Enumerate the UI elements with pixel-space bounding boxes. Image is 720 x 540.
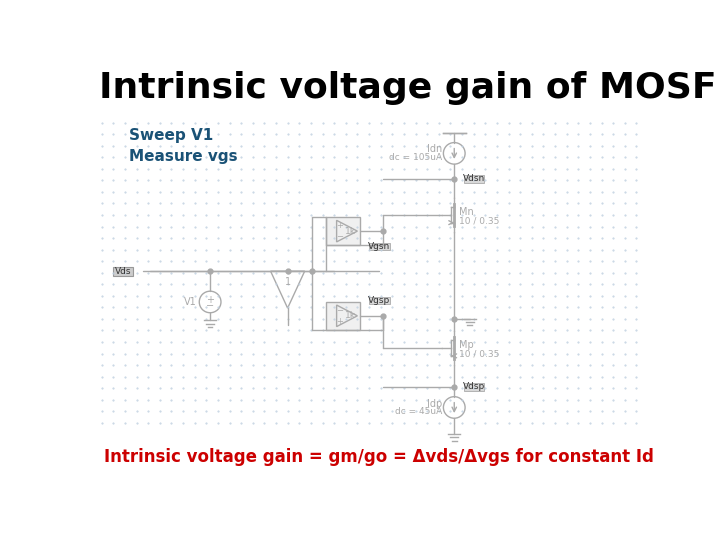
Bar bbox=[113, 267, 133, 276]
Bar bbox=[326, 217, 361, 245]
Text: −: − bbox=[336, 232, 343, 241]
Text: Sweep V1
Measure vgs: Sweep V1 Measure vgs bbox=[129, 128, 238, 164]
FancyBboxPatch shape bbox=[369, 296, 390, 304]
Text: 10 / 0.35: 10 / 0.35 bbox=[459, 217, 499, 226]
Text: Vgsp: Vgsp bbox=[368, 296, 390, 305]
Text: +: + bbox=[206, 295, 214, 305]
Text: Vds: Vds bbox=[115, 267, 132, 275]
FancyBboxPatch shape bbox=[464, 383, 485, 390]
FancyBboxPatch shape bbox=[464, 175, 485, 183]
Text: +: + bbox=[336, 221, 343, 230]
Bar bbox=[326, 302, 361, 330]
Text: Mp: Mp bbox=[459, 340, 474, 350]
Text: Mn: Mn bbox=[459, 207, 474, 217]
Text: 1k: 1k bbox=[345, 227, 356, 235]
Text: 10 / 0.35: 10 / 0.35 bbox=[459, 350, 499, 359]
Text: Vdsn: Vdsn bbox=[463, 174, 485, 183]
Text: −: − bbox=[206, 301, 214, 311]
Text: Idn: Idn bbox=[426, 145, 442, 154]
Text: +: + bbox=[336, 317, 343, 326]
Text: Vdsp: Vdsp bbox=[463, 382, 485, 391]
Text: Vgsn: Vgsn bbox=[368, 242, 390, 251]
Text: V1: V1 bbox=[184, 297, 196, 307]
Text: Idp: Idp bbox=[426, 399, 442, 409]
Text: 1k: 1k bbox=[345, 312, 356, 320]
Text: Intrinsic voltage gain = gm/go = Δvds/Δvgs for constant Id: Intrinsic voltage gain = gm/go = Δvds/Δv… bbox=[104, 449, 654, 467]
Text: dc = 105uA: dc = 105uA bbox=[389, 153, 442, 161]
Text: −: − bbox=[336, 306, 343, 315]
FancyBboxPatch shape bbox=[369, 242, 390, 251]
Text: 1: 1 bbox=[284, 277, 291, 287]
Text: Intrinsic voltage gain of MOSFET: Intrinsic voltage gain of MOSFET bbox=[99, 71, 720, 105]
Text: dc = 45uA: dc = 45uA bbox=[395, 407, 442, 416]
